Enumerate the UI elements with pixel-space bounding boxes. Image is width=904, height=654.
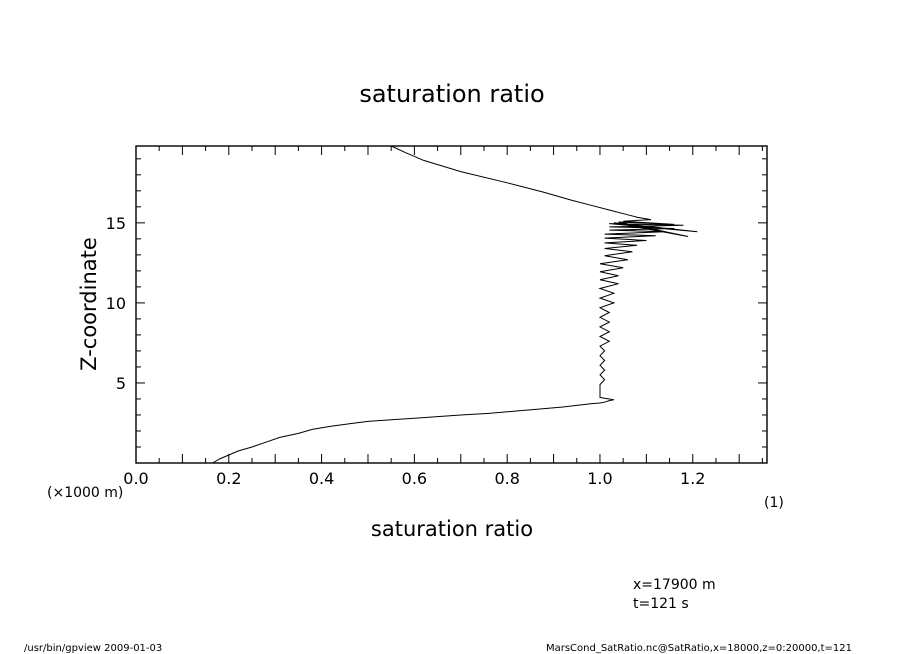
x-axis-ticks	[135, 146, 763, 463]
x-tick-label: 0.2	[216, 469, 241, 488]
footer-left-text: /usr/bin/gpview 2009-01-03	[24, 643, 162, 654]
x-tick-label: 1.0	[587, 469, 612, 488]
y-tick-label: 5	[116, 374, 126, 393]
x-axis-tick-labels: 0.0 0.2 0.4 0.6 0.8 1.0 1.2	[123, 469, 705, 488]
chart-title: saturation ratio	[359, 80, 544, 108]
x-tick-label: 1.2	[680, 469, 705, 488]
x-tick-label: 0.8	[494, 469, 519, 488]
y-tick-label: 10	[106, 294, 126, 313]
y-axis-ticks	[136, 158, 767, 448]
x-tick-label: 0.6	[402, 469, 427, 488]
x-axis-label: saturation ratio	[371, 517, 533, 541]
x-tick-label: 0.0	[123, 469, 148, 488]
x-tick-label: 0.4	[309, 469, 334, 488]
y-axis-tick-labels: 5 10 15	[106, 214, 126, 393]
plot-frame	[135, 145, 768, 464]
y-tick-label: 15	[106, 214, 126, 233]
time-annotation: t=121 s	[633, 596, 689, 612]
frame-number: (1)	[764, 495, 784, 511]
x-position-annotation: x=17900 m	[633, 577, 716, 593]
saturation-ratio-line	[212, 145, 698, 464]
y-unit-note: (×1000 m)	[47, 485, 123, 501]
y-axis-label: Z-coordinate	[77, 237, 101, 371]
footer-right-text: MarsCond_SatRatio.nc@SatRatio,x=18000,z=…	[546, 643, 852, 654]
